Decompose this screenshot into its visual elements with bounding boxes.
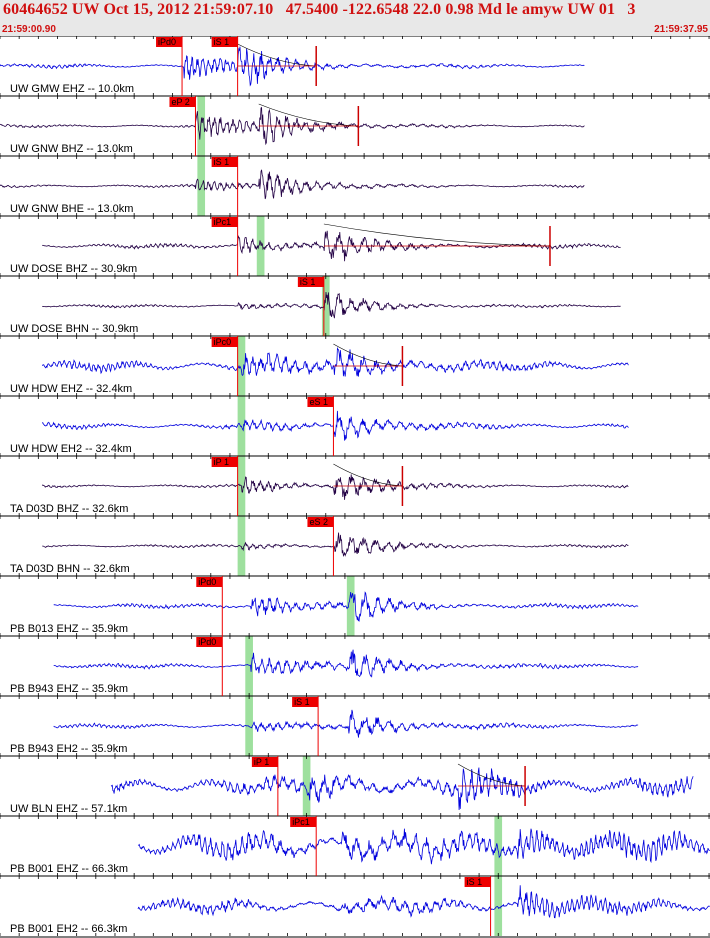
pick-label-3-0: iPc1 [214,217,232,227]
coda-curve-7 [333,463,403,487]
waveforms [0,46,710,919]
trace-labels: UW GMW EHZ -- 10.0km UW GNW BHZ -- 13.0km… [10,83,138,935]
arrival-band-5 [237,336,246,396]
arrival-band-8 [237,516,246,576]
waveform-4 [42,291,621,319]
coda-curve-1 [258,103,359,127]
pick-label-14-0: iS 1 [467,877,483,887]
pick-label-8-0: eS 2 [309,517,328,527]
waveform-6 [41,410,629,441]
arrival-band-9 [346,576,355,636]
waveform-5 [41,346,629,377]
pick-box-1-0 [169,97,196,107]
event-title: 60464652 UW Oct 15, 2012 21:59:07.10 47.… [3,1,636,18]
arrival-band-10 [245,636,253,696]
waveform-3 [42,230,621,262]
pick-label-13-0: iPc1 [292,817,310,827]
pick-label-4-0: iS 1 [300,277,316,287]
arrival-band-1 [197,96,206,156]
trace-label-0: UW GMW EHZ -- 10.0km [10,83,134,95]
end-time: 21:59:37.95 [654,24,708,35]
pick-label-7-0: iP 1 [214,457,229,467]
pick-label-1-0: eP 2 [171,97,189,107]
trace-label-9: PB B013 EHZ -- 35.9km [10,623,128,635]
pick-box-11-0 [292,697,319,707]
trace-frames [0,36,710,938]
coda-curve-3 [323,223,551,247]
waveform-2 [0,169,585,200]
waveform-0 [0,46,585,87]
header-bar: 60464652 UW Oct 15, 2012 21:59:07.10 47.… [0,0,710,36]
coda-curve-5 [333,343,403,367]
trace-label-1: UW GNW BHZ -- 13.0km [10,143,133,155]
pick-box-12-0 [251,757,278,767]
start-time: 21:59:00.90 [2,24,56,35]
trace-label-4: UW DOSE BHN -- 30.9km [10,323,138,335]
pick-box-14-0 [464,877,491,887]
pick-label-10-0: iPd0 [198,637,216,647]
pick-label-0-0: iPd0 [158,37,176,47]
waveform-8 [42,532,629,558]
seismogram-panel[interactable]: iPd0 iS 1 eP 2 iS 1 iPc1 iS 1 iPc0 eS 1 iP 1 eS 2… [0,36,710,938]
arrival-band-13 [494,816,503,876]
pick-box-0-0 [156,37,183,47]
pick-box-10-0 [196,637,223,647]
trace-label-2: UW GNW BHE -- 13.0km [10,203,133,215]
pick-box-8-0 [307,517,334,527]
waveform-14 [137,885,710,919]
trace-label-10: PB B943 EHZ -- 35.9km [10,683,128,695]
pick-label-9-0: iPd0 [198,577,216,587]
trace-label-3: UW DOSE BHZ -- 30.9km [10,263,137,275]
pick-box-7-0 [211,457,238,467]
pick-label-6-0: eS 1 [309,397,328,407]
waveform-11 [53,709,639,738]
pick-label-2-0: iS 1 [214,157,230,167]
trace-label-13: PB B001 EHZ -- 66.3km [10,863,128,875]
coda-markers [237,43,551,806]
trace-label-8: TA D03D BHN -- 32.6km [10,563,130,575]
waveform-1 [0,106,585,146]
trace-label-7: TA D03D BHZ -- 32.6km [10,503,128,515]
waveform-7 [41,474,629,500]
arrival-band-14 [494,876,503,936]
waveform-12 [110,767,694,811]
waveform-9 [53,591,639,622]
pick-box-3-0 [211,217,238,227]
pick-label-12-0: iP 1 [254,757,269,767]
arrival-band-4 [321,276,330,336]
phase-picks: iPd0 iS 1 eP 2 iS 1 iPc1 iS 1 iPc0 eS 1 iP 1 eS 2… [156,36,492,936]
pick-box-9-0 [196,577,223,587]
pick-label-11-0: iS 1 [294,697,310,707]
arrival-band-3 [256,216,265,276]
pick-label-0-1: iS 1 [214,37,230,47]
pick-box-6-0 [307,397,334,407]
pick-box-4-0 [297,277,324,287]
waveform-13 [137,828,710,865]
pick-box-0-1 [211,37,238,47]
pick-box-13-0 [290,817,317,827]
trace-label-6: UW HDW EH2 -- 32.4km [10,443,132,455]
pick-label-5-0: iPc0 [214,337,232,347]
trace-label-11: PB B943 EH2 -- 35.9km [10,743,127,755]
pick-box-2-0 [211,157,238,167]
coda-curve-12 [457,763,526,787]
waveform-10 [53,649,639,678]
arrival-band-12 [302,756,311,816]
pick-box-5-0 [211,337,238,347]
coda-curve-0 [237,43,317,67]
trace-label-5: UW HDW EHZ -- 32.4km [10,383,132,395]
trace-label-12: UW BLN EHZ -- 57.1km [10,803,127,815]
trace-label-14: PB B001 EH2 -- 66.3km [10,923,127,935]
